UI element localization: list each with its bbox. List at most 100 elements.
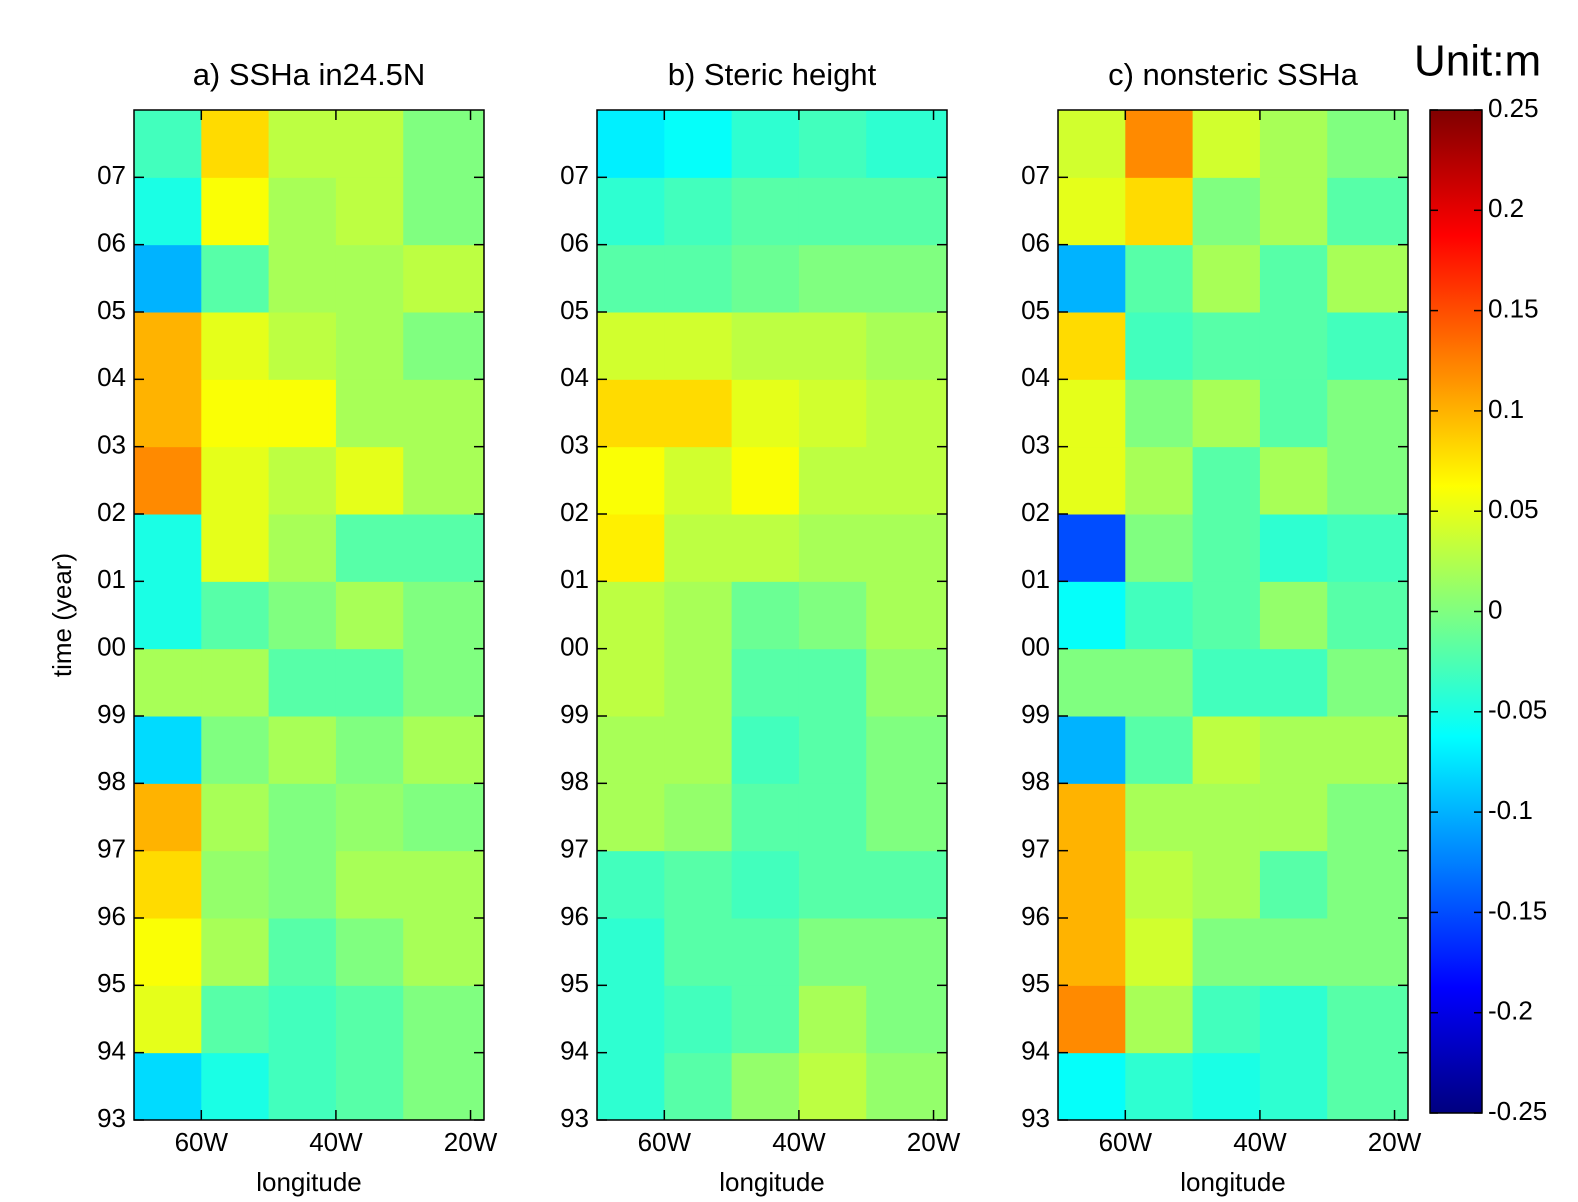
y-tick-label: 96 [97,901,126,931]
heatmap-cell [1259,985,1328,1054]
heatmap-cell [1125,514,1194,582]
x-tick-label: 40W [309,1127,363,1157]
heatmap-cell [268,581,337,650]
colorbar-tick-label: 0.15 [1488,293,1539,323]
heatmap-cell [403,783,485,852]
heatmap-cell [866,244,948,313]
heatmap-cell [798,783,867,852]
heatmap-cell [268,783,337,852]
heatmap-cell [1192,850,1261,919]
y-axis-label: time (year) [47,553,77,677]
heatmap-cell [403,850,485,919]
heatmap-cell [731,850,800,919]
heatmap-cell [134,648,202,717]
heatmap-cell [1192,581,1261,650]
heatmap-cell [798,648,867,717]
heatmap-cell [664,110,733,178]
x-axis-label: longitude [719,1167,825,1197]
heatmap-cell [1259,446,1328,515]
heatmap-cell [1259,918,1328,986]
heatmap-cell [664,379,733,448]
heatmap-cell [1259,177,1328,246]
heatmap-cell [201,244,270,313]
y-tick-label: 96 [1021,901,1050,931]
y-tick-label: 00 [97,632,126,662]
y-tick-label: 98 [97,766,126,796]
heatmap-cell [268,244,337,313]
heatmap-cell [1192,985,1261,1054]
heatmap-cell [798,850,867,919]
y-tick-label: 01 [560,564,589,594]
heatmap-cell [1058,985,1126,1054]
heatmap-cell [798,110,867,178]
heatmap-cell [866,985,948,1054]
y-tick-label: 99 [1021,699,1050,729]
heatmap-cell [268,312,337,380]
heatmap-cell [268,716,337,784]
heatmap-cell [201,312,270,380]
colorbar-label: Unit:m [1414,37,1541,86]
y-tick-label: 06 [1021,228,1050,258]
colorbar-tick-label: 0.2 [1488,193,1524,223]
heatmap-cell [268,110,337,178]
heatmap-cell [1327,716,1409,784]
heatmap-cell [201,110,270,178]
colorbar-tick-label: 0 [1488,594,1502,624]
y-tick-label: 95 [97,968,126,998]
axes-box [596,109,948,1121]
heatmap-cell [201,648,270,717]
heatmap-cell [664,1052,733,1121]
heatmap-cell [731,446,800,515]
heatmap-cell [664,918,733,986]
heatmap-cell [1192,783,1261,852]
heatmap-cell [1058,514,1126,582]
x-axis-label: longitude [1180,1167,1286,1197]
y-tick-label: 94 [560,1036,589,1066]
y-tick-label: 93 [97,1103,126,1133]
heatmap-cell [1192,648,1261,717]
heatmap-cell [731,581,800,650]
heatmap-cell [1058,850,1126,919]
heatmap-cell [134,918,202,986]
heatmap-cell [1259,379,1328,448]
heatmap-cell [1327,1052,1409,1121]
heatmap-cell [731,918,800,986]
heatmap-cell [403,177,485,246]
heatmap-cell [201,1052,270,1121]
x-tick-label: 60W [638,1127,692,1157]
heatmap-cell [201,918,270,986]
heatmap-cell [1327,177,1409,246]
heatmap-cell [335,850,404,919]
heatmap-cell [1327,446,1409,515]
heatmap-cell [798,312,867,380]
heatmap-cell [597,379,665,448]
heatmap-cell [201,379,270,448]
heatmap-cell [1259,850,1328,919]
heatmap-cell [201,783,270,852]
y-tick-label: 94 [97,1036,126,1066]
heatmap-cell [866,446,948,515]
y-tick-label: 03 [97,430,126,460]
colorbar-tick-label: -0.05 [1488,695,1547,725]
heatmap-cell [1259,312,1328,380]
heatmap-cell [134,716,202,784]
heatmap-cell [798,446,867,515]
heatmap-cell [1058,581,1126,650]
y-tick-label: 01 [97,564,126,594]
heatmap-cell [597,1052,665,1121]
heatmap-cell [1125,177,1194,246]
heatmap-cell [731,648,800,717]
heatmap-cell [335,783,404,852]
heatmap-cell [866,514,948,582]
heatmap-cell [1125,1052,1194,1121]
heatmap-cell [134,581,202,650]
heatmap-cell [1125,110,1194,178]
y-tick-label: 06 [97,228,126,258]
heatmap-cell [798,918,867,986]
heatmap-cell [597,312,665,380]
y-tick-label: 04 [1021,362,1050,392]
heatmap-cell [1327,581,1409,650]
heatmap-cell [597,716,665,784]
heatmap-cell [335,985,404,1054]
